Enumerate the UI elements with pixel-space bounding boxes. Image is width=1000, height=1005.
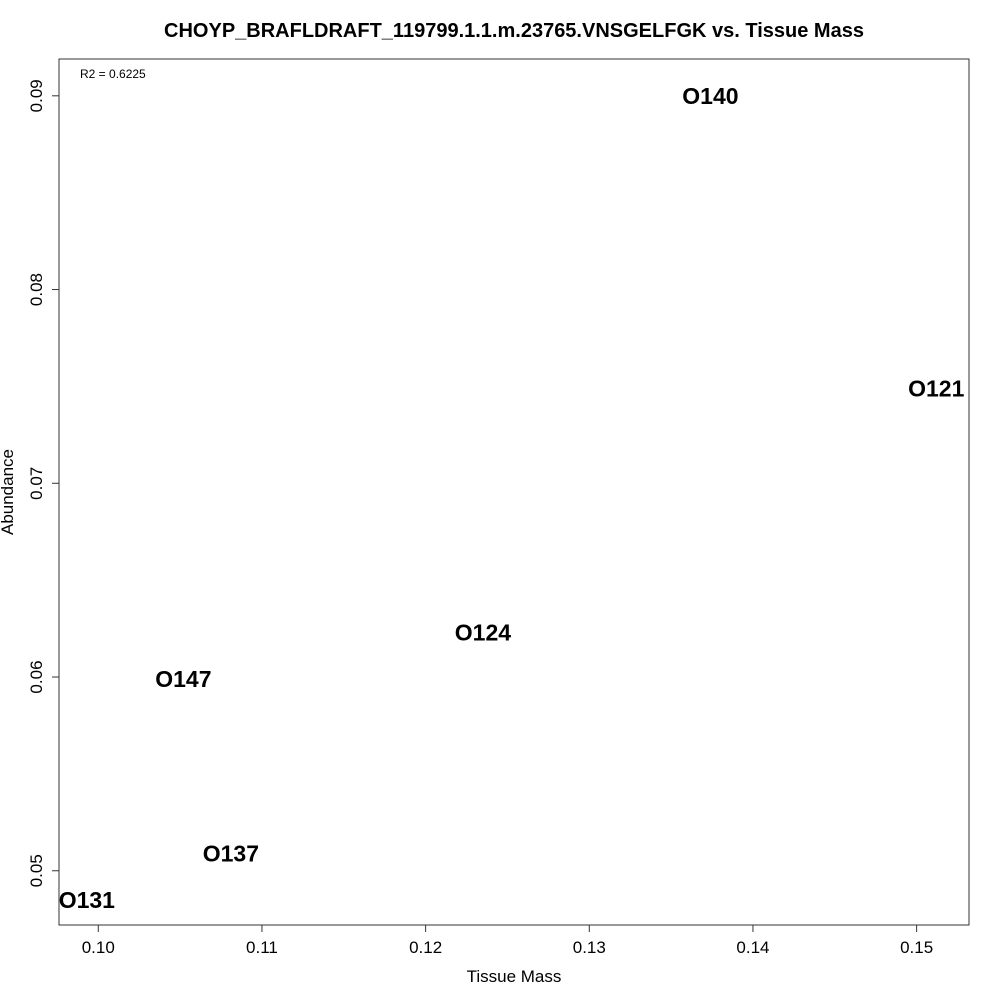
x-tick-label: 0.15 [900, 938, 933, 957]
data-point-label: O140 [682, 83, 738, 109]
y-tick-label: 0.08 [27, 273, 46, 306]
y-tick-label: 0.05 [27, 854, 46, 887]
x-axis: 0.10 0.11 0.12 0.13 0.14 0.15 [82, 924, 933, 957]
chart-title: CHOYP_BRAFLDRAFT_119799.1.1.m.23765.VNSG… [164, 20, 864, 42]
x-tick-label: 0.13 [573, 938, 606, 957]
y-tick-label: 0.06 [27, 660, 46, 693]
y-tick-label: 0.07 [27, 467, 46, 500]
data-points: O140 O121 O124 O147 O137 O131 [59, 83, 965, 913]
data-point-label: O137 [203, 840, 259, 866]
x-tick-label: 0.11 [246, 938, 278, 957]
x-tick-label: 0.10 [82, 938, 115, 957]
y-tick-label: 0.09 [27, 79, 46, 112]
x-tick-label: 0.12 [409, 938, 442, 957]
data-point-label: O121 [908, 375, 964, 401]
data-point-label: O147 [155, 666, 211, 692]
data-point-label: O124 [455, 619, 511, 645]
x-tick-label: 0.14 [736, 938, 769, 957]
y-axis-label: Abundance [0, 449, 17, 535]
r2-annotation: R2 = 0.6225 [80, 67, 146, 81]
plot-frame [58, 58, 970, 926]
y-axis: 0.05 0.06 0.07 0.08 0.09 [27, 79, 60, 887]
data-point-label: O131 [59, 887, 115, 913]
x-axis-label: Tissue Mass [467, 967, 562, 986]
